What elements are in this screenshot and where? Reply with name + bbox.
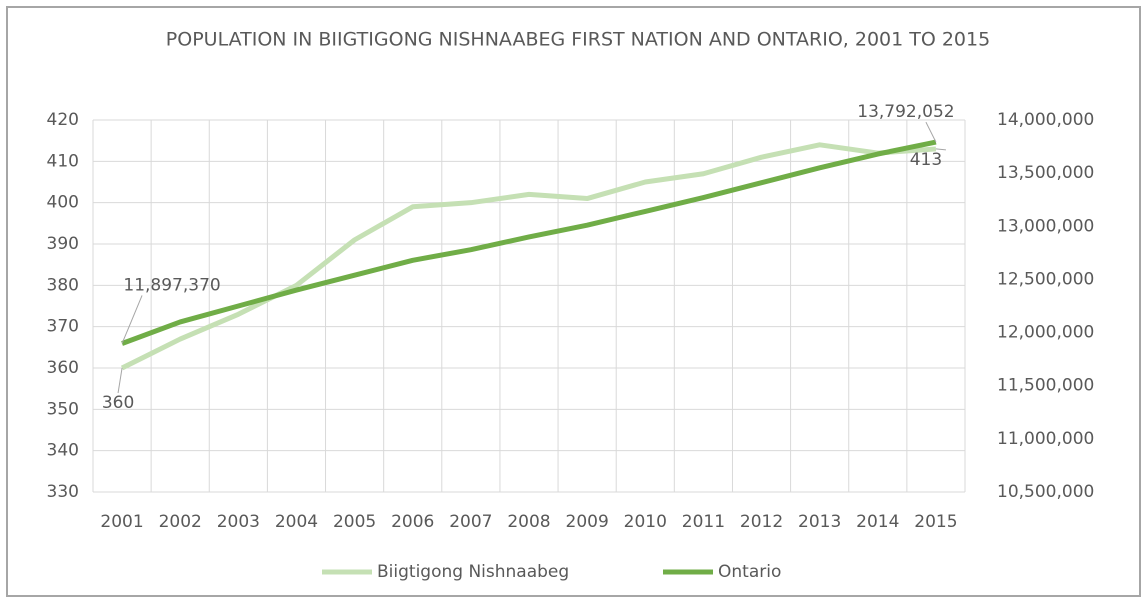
data-label: 11,897,370 [123, 275, 220, 295]
x-tick-label: 2009 [566, 512, 609, 532]
y2-tick-label: 14,000,000 [997, 110, 1094, 130]
series-line [120, 142, 937, 371]
x-tick-label: 2008 [507, 512, 550, 532]
y2-tick-label: 11,000,000 [997, 429, 1094, 449]
y-tick-label: 340 [47, 441, 79, 461]
x-tick-label: 2013 [798, 512, 841, 532]
y-tick-label: 390 [47, 234, 79, 254]
legend-label: Ontario [718, 562, 781, 582]
x-tick-label: 2006 [391, 512, 434, 532]
leader-line [121, 295, 143, 344]
y2-tick-label: 13,500,000 [997, 163, 1094, 183]
y-tick-label: 330 [47, 482, 79, 502]
x-tick-label: 2010 [624, 512, 667, 532]
y-tick-label: 370 [47, 317, 79, 337]
x-tick-label: 2014 [856, 512, 899, 532]
x-tick-label: 2002 [159, 512, 202, 532]
y-tick-label: 380 [47, 275, 79, 295]
x-tick-label: 2003 [217, 512, 260, 532]
y2-tick-label: 12,500,000 [997, 269, 1094, 289]
data-label: 413 [910, 150, 942, 170]
x-tick-label: 2001 [100, 512, 143, 532]
y2-tick-label: 10,500,000 [997, 482, 1094, 502]
y-tick-label: 400 [47, 193, 79, 213]
x-tick-label: 2011 [682, 512, 725, 532]
x-tick-label: 2004 [275, 512, 318, 532]
data-label: 360 [102, 393, 134, 413]
x-tick-label: 2007 [449, 512, 492, 532]
y-tick-label: 410 [47, 151, 79, 171]
x-tick-label: 2015 [914, 512, 957, 532]
y2-tick-label: 11,500,000 [997, 376, 1094, 396]
x-tick-label: 2005 [333, 512, 376, 532]
leader-line [117, 367, 123, 394]
data-label: 13,792,052 [857, 102, 954, 122]
legend-label: Biigtigong Nishnaabeg [377, 562, 569, 582]
leader-line [935, 148, 946, 151]
y2-tick-label: 13,000,000 [997, 216, 1094, 236]
y-tick-label: 360 [47, 358, 79, 378]
x-tick-label: 2012 [740, 512, 783, 532]
chart-frame [6, 6, 1141, 597]
y2-tick-label: 12,000,000 [997, 323, 1094, 343]
y-tick-label: 350 [47, 399, 79, 419]
series-line [121, 139, 937, 346]
y-tick-label: 420 [47, 110, 79, 130]
chart-title: POPULATION IN BIIGTIGONG NISHNAABEG FIRS… [166, 29, 990, 51]
leader-line [925, 121, 937, 143]
